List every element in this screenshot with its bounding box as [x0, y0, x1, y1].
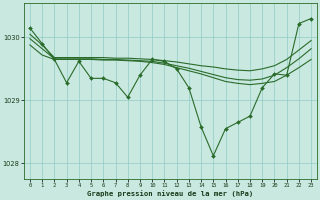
- X-axis label: Graphe pression niveau de la mer (hPa): Graphe pression niveau de la mer (hPa): [87, 190, 254, 197]
